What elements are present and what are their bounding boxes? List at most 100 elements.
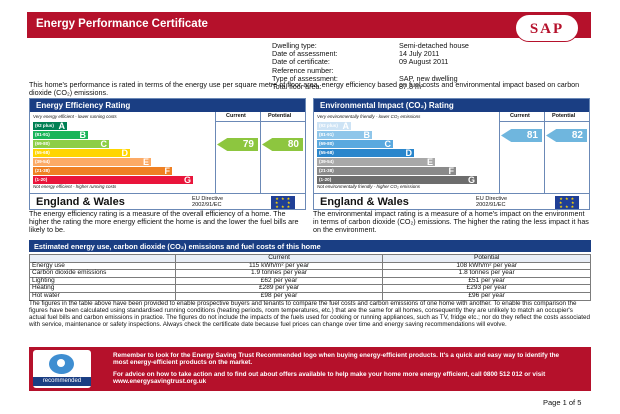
estimates-cell: Hot water bbox=[29, 291, 176, 301]
potential-rating-arrow: 82 bbox=[546, 129, 587, 142]
header-rule bbox=[215, 121, 305, 122]
band-letter: E bbox=[426, 157, 433, 167]
band-letter: D bbox=[121, 148, 129, 158]
rating-band-b: (81-91) B bbox=[33, 130, 88, 140]
band-range: (81-91) bbox=[35, 132, 50, 137]
column-divider bbox=[215, 112, 216, 193]
rating-band-e: (39-54) E bbox=[33, 157, 151, 167]
band-letter: B bbox=[79, 130, 87, 140]
eu-flag-icon: ★ ★ ★ ★ ★ ★ ★ ★ bbox=[555, 196, 579, 209]
column-divider bbox=[544, 112, 545, 193]
estimates-header-row: Current Potential bbox=[29, 254, 591, 263]
banner-line-1: Remember to look for the Energy Saving T… bbox=[113, 352, 560, 366]
column-divider bbox=[260, 112, 261, 193]
band-letter: F bbox=[448, 166, 455, 176]
potential-rating-arrow: 80 bbox=[262, 138, 303, 151]
band-letter: C bbox=[384, 139, 392, 149]
detail-label: Reference number: bbox=[272, 65, 334, 75]
band-letter: D bbox=[405, 148, 413, 158]
detail-label: Dwelling type: bbox=[272, 41, 317, 50]
current-rating-arrow: 81 bbox=[501, 129, 542, 142]
eu-directive-number: 2002/91/EC bbox=[476, 202, 506, 209]
detail-value: Semi-detached house bbox=[399, 41, 469, 50]
detail-label: Total floor area: bbox=[272, 82, 322, 92]
rating-band-a: (92 plus) A bbox=[33, 121, 67, 131]
top-scale-label: Very environmentally friendly - lower CO… bbox=[317, 114, 421, 119]
environment-title: Environmental Impact (CO₂) Rating bbox=[314, 99, 589, 112]
band-range: (81-91) bbox=[319, 132, 334, 137]
recommended-logo-text: recommended bbox=[33, 377, 91, 386]
current-rating-arrow: 79 bbox=[217, 138, 258, 151]
eu-stars-icon: ★ ★ ★ ★ ★ ★ ★ ★ bbox=[558, 196, 576, 209]
band-letter: F bbox=[164, 166, 171, 176]
band-letter: A bbox=[342, 121, 350, 131]
estimates-row: Hot water £98 per year £96 per year bbox=[29, 291, 591, 301]
rating-band-b: (81-91) B bbox=[317, 130, 372, 140]
top-scale-label: Very energy efficient - lower running co… bbox=[33, 114, 117, 119]
certificate-header: Energy Performance Certificate SAP bbox=[27, 12, 591, 42]
efficiency-description: The energy efficiency rating is a measur… bbox=[29, 209, 299, 234]
estimates-row: Heating £289 per year £293 per year bbox=[29, 284, 591, 293]
detail-value: 87.8 m² bbox=[399, 82, 424, 92]
column-divider bbox=[499, 112, 500, 193]
page-number: Page 1 of 5 bbox=[543, 398, 582, 407]
band-range: (55-68) bbox=[35, 150, 50, 155]
estimates-header-cell: Current bbox=[174, 254, 384, 263]
header-rule bbox=[499, 121, 589, 122]
estimates-notes: The figures in the table above have been… bbox=[29, 300, 590, 328]
detail-label: Date of assessment: bbox=[272, 49, 338, 59]
banner-line-2: For advice on how to take action and to … bbox=[113, 371, 546, 385]
sap-logo-text: SAP bbox=[529, 21, 565, 37]
band-letter: B bbox=[363, 130, 371, 140]
region-label: England & Wales bbox=[36, 196, 125, 208]
sap-logo: SAP bbox=[515, 14, 579, 42]
rating-band-g: (1-20) G bbox=[317, 175, 477, 185]
bottom-scale-label: Not energy efficient - higher running co… bbox=[33, 184, 117, 189]
rating-band-f: (21-38) F bbox=[33, 166, 172, 176]
current-column-header: Current bbox=[226, 113, 246, 119]
current-column-header: Current bbox=[510, 113, 530, 119]
band-letter: E bbox=[142, 157, 149, 167]
efficiency-footer: England & Wales EU Directive 2002/91/EC ★ ★… bbox=[30, 193, 305, 210]
band-range: (39-54) bbox=[319, 159, 334, 164]
band-range: (92 plus) bbox=[319, 123, 338, 128]
detail-row: Type of assessment: SAP, new dwelling bbox=[272, 73, 469, 83]
detail-value: 14 July 2011 bbox=[399, 49, 440, 59]
recommended-icon bbox=[49, 354, 74, 374]
estimates-header-cell bbox=[29, 254, 176, 263]
band-range: (1-20) bbox=[35, 177, 48, 182]
band-letter: G bbox=[183, 175, 191, 185]
band-range: (1-20) bbox=[319, 177, 332, 182]
eu-flag-icon: ★ ★ ★ ★ ★ ★ ★ ★ bbox=[271, 196, 295, 209]
detail-value: SAP, new dwelling bbox=[399, 73, 458, 83]
energy-saving-recommended-logo: recommended bbox=[33, 350, 91, 388]
detail-label: Date of certificate: bbox=[272, 57, 330, 67]
band-range: (21-38) bbox=[35, 168, 50, 173]
efficiency-chart: Current Potential Very energy efficient - … bbox=[30, 112, 305, 193]
energy-saving-banner: recommended Remember to look for the Ene… bbox=[29, 347, 591, 391]
environmental-impact-rating-box: Environmental Impact (CO₂) Rating Current… bbox=[313, 98, 590, 210]
eu-directive-label: EU Directive 2002/91/EC bbox=[192, 196, 223, 208]
environment-chart: Current Potential Very environmentally fri… bbox=[314, 112, 589, 193]
environment-description: The environmental impact rating is a mea… bbox=[313, 209, 589, 234]
band-range: (21-38) bbox=[319, 168, 334, 173]
rating-band-d: (55-68) D bbox=[317, 148, 414, 158]
estimates-cell: £96 per year bbox=[382, 291, 591, 301]
band-letter: A bbox=[58, 121, 66, 131]
efficiency-title: Energy Efficiency Rating bbox=[30, 99, 305, 112]
estimates-table: Current Potential Energy use 115 kWh/m² per… bbox=[29, 254, 591, 301]
rating-band-c: (69-80) C bbox=[33, 139, 109, 149]
estimates-row: Carbon dioxide emissions 1.9 tonnes per y… bbox=[29, 269, 591, 278]
estimates-header-cell: Potential bbox=[382, 254, 591, 263]
band-letter: C bbox=[100, 139, 108, 149]
eu-directive-line: EU Directive bbox=[192, 196, 224, 202]
detail-row: Dwelling type: Semi-detached house bbox=[272, 41, 469, 50]
rating-band-d: (55-68) D bbox=[33, 148, 130, 158]
detail-row: Date of assessment: 14 July 2011 bbox=[272, 49, 469, 59]
detail-row: Total floor area: 87.8 m² bbox=[272, 82, 469, 92]
band-range: (69-80) bbox=[35, 141, 50, 146]
eu-directive-number: 2002/91/EC bbox=[192, 202, 222, 209]
band-letter: G bbox=[467, 175, 475, 185]
potential-column-header: Potential bbox=[268, 113, 292, 119]
band-range: (92 plus) bbox=[35, 123, 54, 128]
